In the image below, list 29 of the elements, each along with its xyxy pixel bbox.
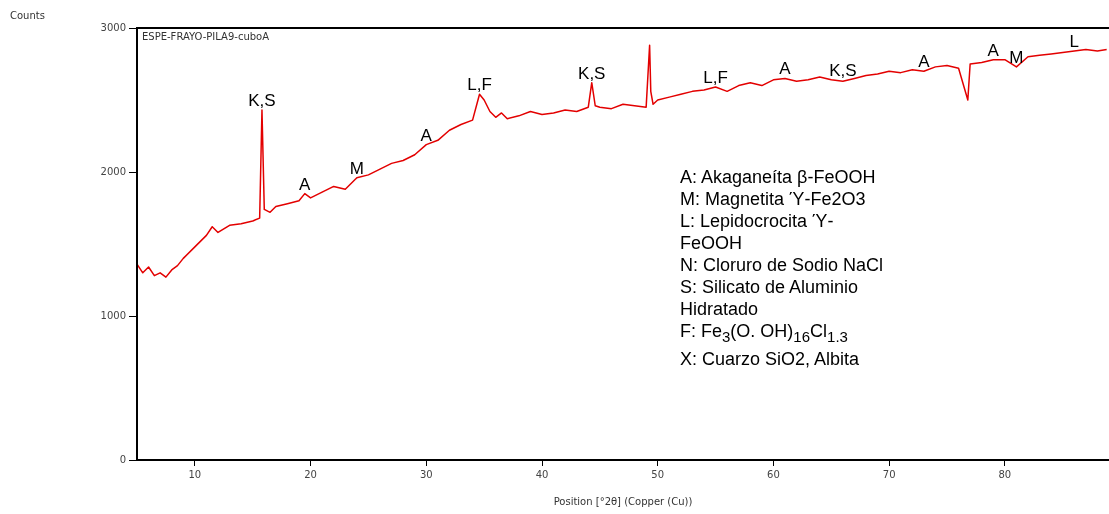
text: A: Akaganeíta β-FeOOH M: Magnetita Ύ-Fe2O3 L: Lepidocrocita Ύ- FeOOH N: Cloruro de Sodio NaCl S: Silicato de Aluminio Hidratado F: Fe$_{3}$(O. OH)$_{16}$Cl$_{1.3}$ X: Cuarzo SiO2, Albita — [680, 167, 884, 369]
annotation: A — [420, 125, 433, 145]
x-axis-title: Position [°2θ] (Copper (Cu)) — [552, 496, 694, 507]
y-tick-label: 0 — [119, 453, 126, 465]
annotation: L — [1069, 32, 1080, 52]
x-tick-label: 30 — [419, 468, 433, 480]
annotation: M — [1009, 47, 1024, 67]
annotation: M — [349, 158, 364, 178]
annotation: K,S — [829, 60, 857, 80]
annotation: A — [779, 59, 792, 79]
annotation: K,S — [578, 63, 606, 83]
annotation: A — [987, 40, 1000, 60]
annotation: A — [299, 174, 312, 194]
y-tick-label: 3000 — [100, 21, 126, 33]
y-tick-label: 2000 — [100, 165, 126, 177]
x-tick-label: 80 — [998, 468, 1012, 480]
x-tick-label: 40 — [535, 468, 549, 480]
x-tick-label: 50 — [651, 468, 665, 480]
y-tick-label: 1000 — [100, 309, 126, 321]
annotation: K,S — [248, 91, 276, 111]
annotation: L,F — [703, 68, 728, 88]
annotation: L,F — [467, 75, 492, 95]
text: Counts — [10, 10, 45, 21]
x-tick-label: 10 — [188, 468, 202, 480]
x-tick-label: 60 — [767, 468, 780, 480]
x-tick-label: 70 — [882, 468, 896, 480]
annotation: ESPE-FRAYO-PILA9-cuboA — [142, 31, 270, 42]
x-tick-label: 20 — [304, 468, 317, 480]
annotation: A — [918, 52, 931, 72]
